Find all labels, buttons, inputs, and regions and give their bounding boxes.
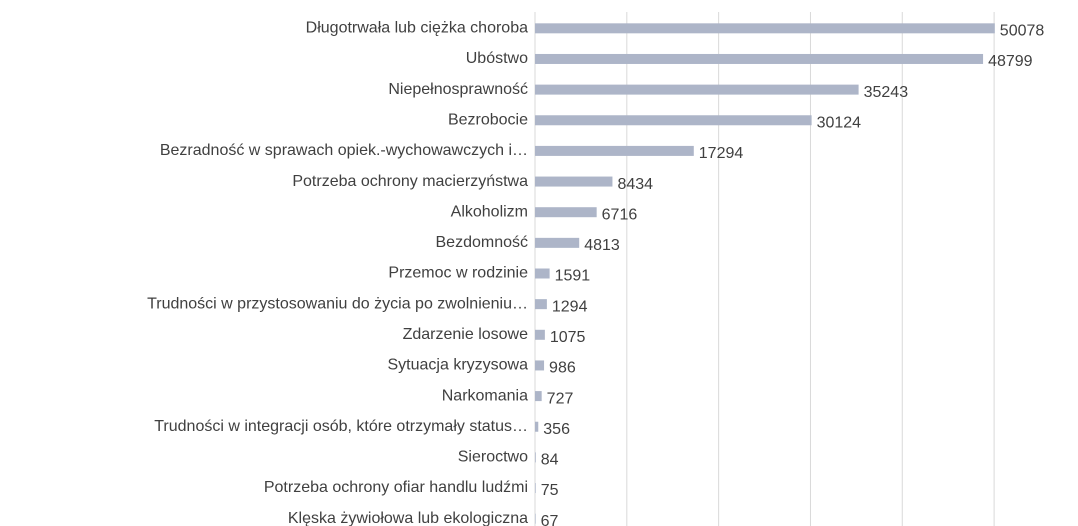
bar [535,329,545,340]
category-label: Potrzeba ochrony macierzyństwa [292,173,528,190]
category-label: Bezradność w sprawach opiek.-wychowawczy… [160,142,528,159]
value-label: 1591 [555,268,591,285]
category-label: Klęska żywiołowa lub ekologiczna [288,510,528,526]
category-label: Alkoholizm [451,203,528,220]
bar [535,299,547,310]
value-label: 986 [549,360,576,377]
bar [535,207,597,218]
bar [535,513,536,524]
value-label: 356 [543,421,570,438]
category-label: Przemoc w rodzinie [388,265,528,282]
category-label: Trudności w przystosowaniu do życia po z… [147,295,528,312]
bar [535,268,550,279]
category-label: Niepełnosprawność [388,81,528,98]
value-label: 50078 [1000,23,1045,40]
bar [535,452,536,463]
value-label: 75 [541,482,559,499]
value-label: 727 [547,390,574,407]
bar [535,421,539,432]
value-label: 30124 [817,114,862,131]
category-label: Długotrwała lub ciężka choroba [306,20,528,37]
category-label: Sytuacja kryzysowa [388,357,529,374]
value-label: 8434 [617,176,653,193]
value-label: 1294 [552,298,588,315]
bar [535,176,613,187]
category-label: Bezdomność [436,234,529,251]
bar [535,360,545,371]
category-label: Potrzeba ochrony ofiar handlu ludźmi [264,479,528,496]
bar [535,483,536,494]
value-label: 67 [541,513,559,526]
category-label: Trudności w integracji osób, które otrzy… [154,418,528,435]
category-label: Ubóstwo [466,50,528,67]
value-label: 84 [541,452,559,469]
bar [535,391,542,402]
category-label: Bezrobocie [448,111,528,128]
value-label: 1075 [550,329,586,346]
bar [535,53,984,64]
category-label: Sieroctwo [458,449,528,466]
bar [535,145,694,156]
category-label: Zdarzenie losowe [403,326,529,343]
value-label: 4813 [584,237,620,254]
category-label: Narkomania [442,387,528,404]
bar [535,237,580,248]
value-label: 17294 [699,145,744,162]
value-label: 6716 [602,206,638,223]
value-label: 48799 [988,53,1033,70]
bar [535,115,812,126]
bar [535,23,995,34]
value-label: 35243 [864,84,909,101]
bar [535,84,859,95]
